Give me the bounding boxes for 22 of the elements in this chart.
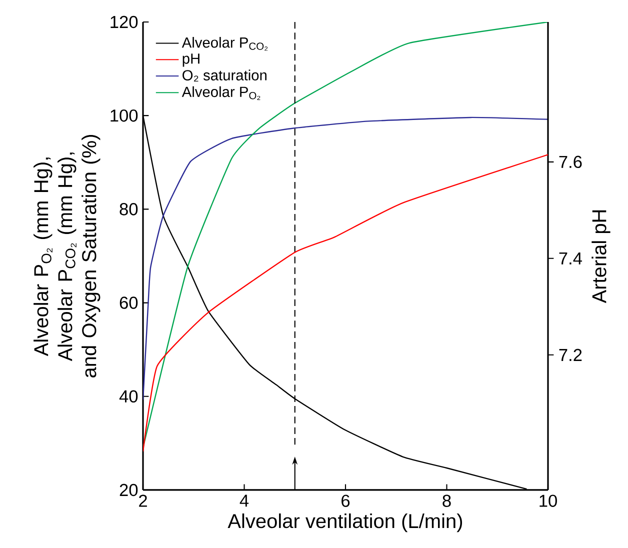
y2-tick-label: 7.4 <box>559 252 582 264</box>
legend-label: Alveolar P$_{CO₂}$ <box>182 36 268 51</box>
y-tick-label: 20 <box>120 484 138 496</box>
legend-label: Alveolar P$_{O₂}$ <box>182 86 260 100</box>
legend-label: pH <box>182 54 200 67</box>
x-tick-label: 10 <box>540 494 557 507</box>
line-series <box>143 116 548 400</box>
y2-tick-label: 7.2 <box>559 348 582 361</box>
line-series <box>143 154 548 452</box>
x-tick-label: 2 <box>139 494 147 507</box>
y-tick-label: 60 <box>120 296 138 309</box>
y2-tick-label: 7.6 <box>559 156 582 168</box>
legend-label: O₂ saturation <box>182 70 266 82</box>
y-tick-label: 100 <box>110 109 138 122</box>
x-tick-label: 4 <box>240 494 249 507</box>
x-axis-title: Alveolar ventilation (L/min) <box>228 513 462 532</box>
x-tick-label: 6 <box>342 494 350 507</box>
y-tick-label: 80 <box>120 203 138 216</box>
y-tick-label: 40 <box>119 390 138 403</box>
y2-axis-title: Arterial pH <box>592 210 610 304</box>
x-tick-label: 8 <box>442 494 451 507</box>
y-tick-label: 120 <box>110 16 138 28</box>
